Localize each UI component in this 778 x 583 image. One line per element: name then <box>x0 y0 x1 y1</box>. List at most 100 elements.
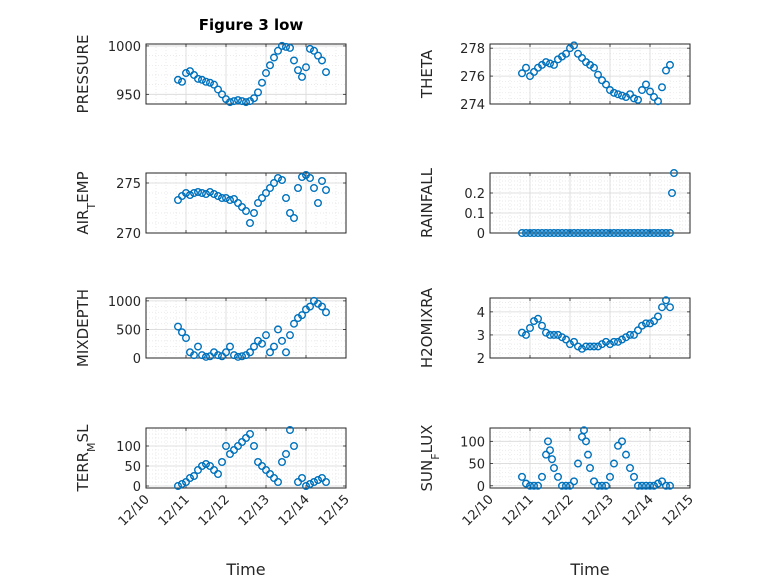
data-point <box>666 228 675 237</box>
data-series <box>518 296 675 353</box>
x-tick-label: 12/15 <box>660 492 697 529</box>
data-point <box>274 46 283 55</box>
data-point <box>258 78 267 87</box>
data-point <box>298 311 307 320</box>
data-point <box>602 80 611 89</box>
data-point <box>298 474 307 483</box>
data-point <box>610 337 619 346</box>
data-point <box>662 66 671 75</box>
y-tick-label: 2 <box>477 352 485 367</box>
data-point <box>666 303 675 312</box>
y-tick-label: 274 <box>460 98 485 113</box>
x-tick-label: 12/12 <box>196 492 233 529</box>
data-point <box>262 188 271 197</box>
data-point <box>526 481 535 490</box>
data-point <box>318 474 327 483</box>
data-series <box>518 426 675 490</box>
data-point <box>570 228 579 237</box>
x-axis-label: Time <box>225 560 265 579</box>
data-point <box>542 58 551 67</box>
data-point <box>213 85 222 94</box>
data-point <box>562 228 571 237</box>
data-point <box>229 97 238 106</box>
data-point <box>205 462 214 471</box>
data-point <box>314 51 323 60</box>
data-point <box>290 319 299 328</box>
y-tick-label: 275 <box>116 177 141 192</box>
data-point <box>318 302 327 311</box>
data-point <box>286 43 295 52</box>
data-point <box>241 206 250 215</box>
data-point <box>590 342 599 351</box>
data-point <box>201 352 210 361</box>
data-point <box>270 53 279 62</box>
data-point <box>526 72 535 81</box>
data-point <box>566 228 575 237</box>
data-point <box>544 437 553 446</box>
data-point <box>217 90 226 99</box>
data-point <box>654 312 663 321</box>
data-point <box>278 458 287 467</box>
data-point <box>217 458 226 467</box>
data-point <box>286 426 295 435</box>
data-point <box>518 228 527 237</box>
data-point <box>630 472 639 481</box>
data-point <box>290 442 299 451</box>
data-point <box>598 481 607 490</box>
data-series <box>173 296 331 361</box>
subplot-8: 0 50 100 12/10 12/11 12/12 12/13 12/14 12/15 SUNF… <box>418 425 697 579</box>
data-point <box>594 481 603 490</box>
data-point <box>554 228 563 237</box>
data-point <box>562 49 571 58</box>
data-point <box>201 460 210 469</box>
data-point <box>526 324 535 333</box>
subplot-3: 270 275 AIRTEMP <box>74 170 347 242</box>
data-point <box>578 344 587 353</box>
y-tick-label: 100 <box>116 440 141 455</box>
data-point <box>193 74 202 83</box>
data-point <box>610 459 619 468</box>
data-point <box>253 458 262 467</box>
data-point <box>209 80 218 89</box>
data-point <box>590 63 599 72</box>
data-point <box>185 474 194 483</box>
data-point <box>201 189 210 198</box>
data-point <box>322 185 331 194</box>
data-point <box>662 228 671 237</box>
data-point <box>185 190 194 199</box>
data-point <box>594 342 603 351</box>
data-point <box>546 59 555 68</box>
data-point <box>618 335 627 344</box>
data-point <box>181 334 190 343</box>
data-point <box>574 228 583 237</box>
data-point <box>274 325 283 334</box>
data-point <box>217 193 226 202</box>
data-point <box>650 93 659 102</box>
data-point <box>181 478 190 487</box>
data-point <box>658 477 667 486</box>
data-point <box>550 60 559 69</box>
data-point <box>258 193 267 202</box>
data-point <box>201 77 210 86</box>
data-point <box>566 481 575 490</box>
data-point <box>666 481 675 490</box>
data-point <box>550 330 559 339</box>
data-point <box>558 333 567 342</box>
data-point <box>258 339 267 348</box>
data-point <box>590 228 599 237</box>
data-point <box>582 342 591 351</box>
data-series <box>518 168 679 237</box>
data-point <box>181 69 190 78</box>
data-point <box>550 228 559 237</box>
data-point <box>213 351 222 360</box>
data-point <box>181 188 190 197</box>
data-point <box>189 472 198 481</box>
data-point <box>314 476 323 485</box>
data-point <box>610 88 619 97</box>
data-point <box>286 331 295 340</box>
data-point <box>522 63 531 72</box>
y-tick-label: 1000 <box>108 40 141 55</box>
data-point <box>209 466 218 475</box>
data-point <box>225 342 234 351</box>
data-point <box>662 296 671 305</box>
